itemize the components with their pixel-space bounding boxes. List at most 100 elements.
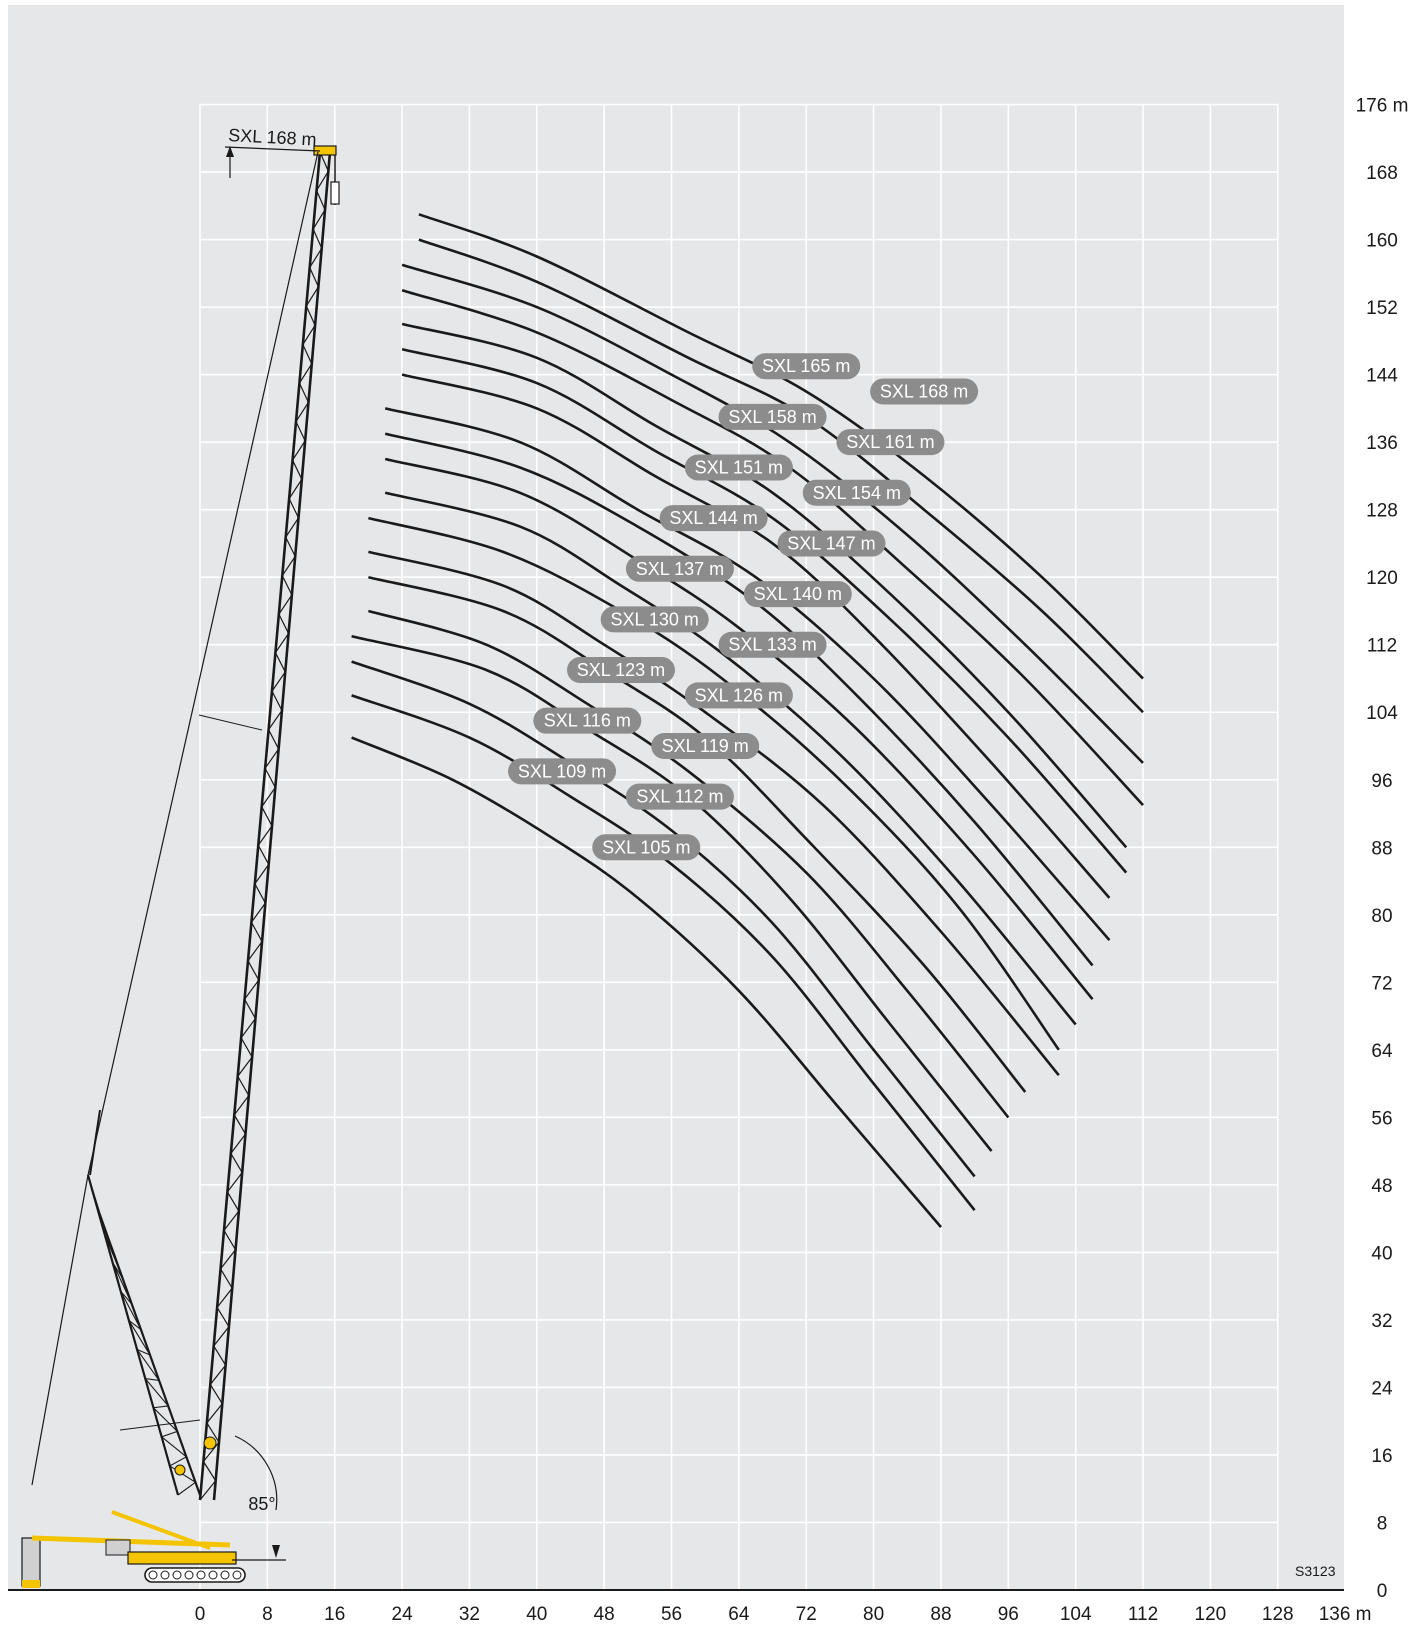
y-tick-label: 176 m [1356,96,1409,117]
series-label-text: SXL 116 m [544,711,631,731]
y-tick-label: 152 [1366,298,1398,319]
series-label-text: SXL 168 m [880,382,968,402]
series-line [401,263,1144,764]
x-tick-label: 32 [459,1604,480,1625]
track-roller [184,1570,194,1580]
x-tick-label: 48 [594,1604,615,1625]
boom-length-label: SXL 168 m [228,125,317,150]
series-label: SXL 168 m [870,378,979,405]
top-label-line [224,146,321,152]
mast-brace [119,1419,201,1431]
y-tick-label: 168 [1366,163,1398,184]
y-tick-label: 56 [1371,1108,1392,1129]
series-label-text: SXL 133 m [728,635,816,655]
series-label-text: SXL 130 m [610,609,698,629]
series-label-pill [836,429,945,456]
y-tick-label: 104 [1366,703,1398,724]
series-line [401,322,1128,849]
y-tick-label: 64 [1371,1041,1393,1062]
upper-carriage [127,1551,237,1565]
series-label-text: SXL 158 m [728,407,816,427]
series-line [368,550,1060,1077]
series-line [351,694,976,1212]
series-label: SXL 105 m [592,834,701,861]
track-roller [148,1570,158,1580]
y-tick-label: 72 [1371,973,1392,994]
y-tick-label: 8 [1377,1513,1388,1534]
series-label-pill [600,606,709,633]
mast-chord-left [86,1174,180,1496]
y-axis: 0 8 16 24 32 40 48 56 64 72 80 88 96 104 112 120 128 136 1… [1356,96,1409,1602]
series-label-pill [718,631,827,658]
counterweight-base [22,1580,40,1588]
series-line [351,736,942,1228]
superlift-counterweight [21,1537,41,1587]
y-tick-label: 32 [1371,1311,1392,1332]
boom-lacing [199,151,330,1501]
x-tick-label: 96 [998,1604,1019,1625]
series-label-text: SXL 123 m [577,660,665,680]
series-label-pill [592,834,701,861]
track-roller [220,1570,230,1580]
y-tick-label: 40 [1371,1243,1392,1264]
crane-illustration: 85° SXL 168 m [21,125,340,1588]
track-roller [232,1570,242,1580]
y-tick-label: 48 [1371,1176,1392,1197]
series-label-pill [752,353,861,380]
series-label: SXL 137 m [625,555,734,582]
x-tick-label: 112 [1128,1604,1158,1625]
y-tick-label: 120 [1366,568,1398,589]
track-roller [208,1570,218,1580]
series-label-text: SXL 165 m [762,356,850,376]
series-label: SXL 130 m [600,606,709,633]
series-label-pill [508,758,617,785]
y-tick-label: 88 [1371,838,1392,859]
series-label: SXL 161 m [836,429,945,456]
series-label-pill [659,505,768,532]
series-label: SXL 158 m [718,403,827,430]
boom-pivot [203,1436,217,1450]
mast-pivot [174,1464,186,1476]
series-label-text: SXL 151 m [695,457,783,477]
series-label-text: SXL 109 m [518,761,606,781]
series-label: SXL 126 m [684,682,793,709]
series-label-text: SXL 144 m [669,508,757,528]
series-label: SXL 109 m [508,758,617,785]
series-label-text: SXL 137 m [636,559,724,579]
series-label: SXL 140 m [743,581,852,608]
y-tick-label: 160 [1366,231,1398,252]
series-label: SXL 112 m [625,783,734,810]
x-tick-label: 80 [863,1604,884,1625]
series-line [418,213,1144,680]
x-tick-label: 24 [392,1604,414,1625]
x-tick-label: 128 [1262,1604,1294,1625]
series-label-pill [870,378,979,405]
series-label-pill [743,581,852,608]
series-line [401,348,1128,874]
x-tick-label: 8 [262,1604,273,1625]
figure-code: S3123 [1295,1563,1336,1579]
series-label: SXL 119 m [651,733,760,759]
x-tick-label: 56 [661,1604,682,1625]
series-label-text: SXL 112 m [636,787,723,807]
x-tick-label: 120 [1195,1604,1227,1625]
series-label-text: SXL 140 m [754,584,842,604]
series-label-pill [684,682,793,709]
series-label: SXL 151 m [684,454,793,481]
y-tick-label: 0 [1377,1581,1388,1602]
x-tick-label: 0 [195,1604,206,1625]
y-tick-label: 144 [1366,366,1398,387]
x-tick-label: 16 [324,1604,345,1625]
track-roller [172,1570,182,1580]
series-label-text: SXL 119 m [662,736,749,756]
y-tick-label: 128 [1366,501,1398,522]
x-tick-label: 72 [796,1604,817,1625]
series-line [351,660,976,1178]
series-label: SXL 154 m [802,479,911,506]
series-line [384,432,1094,967]
series-label-text: SXL 147 m [787,533,875,553]
x-tick-label: 64 [728,1604,750,1625]
boom-angle-label: 85° [248,1494,275,1514]
series-label-text: SXL 126 m [695,685,783,705]
spreader [198,714,263,731]
